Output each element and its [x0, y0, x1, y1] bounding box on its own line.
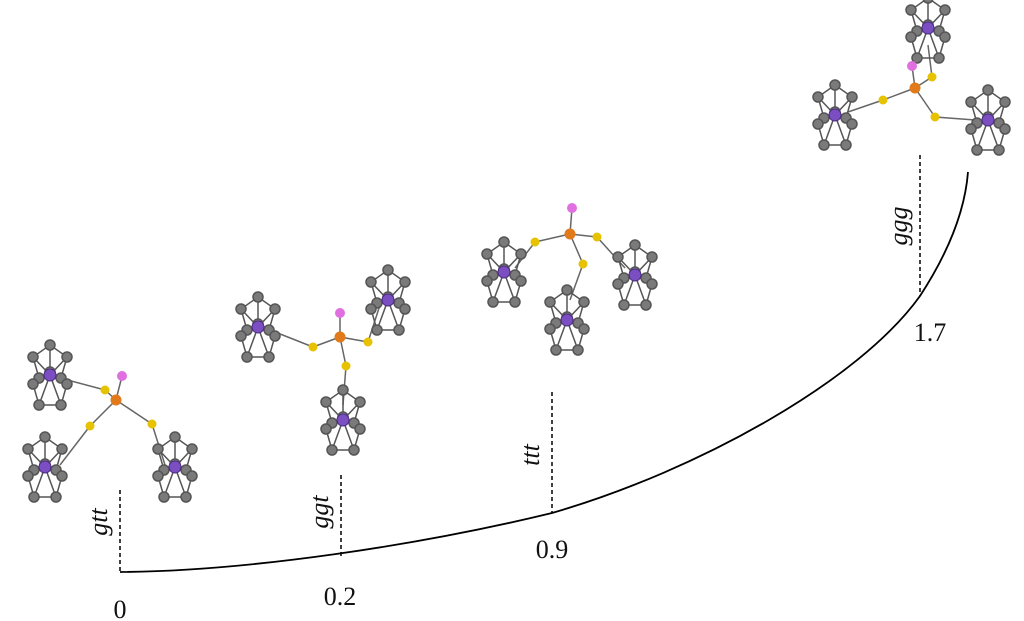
molecule-ggg [812, 0, 1011, 156]
conformer-label: gtt [84, 508, 113, 536]
conformer-label: ttt [516, 443, 545, 465]
energy-label: 0 [114, 595, 127, 621]
markers [119, 155, 921, 572]
energy-label: 0.9 [536, 535, 569, 564]
molecule-ttt [481, 203, 658, 356]
molecule-ggt [235, 264, 411, 456]
conformer-label: ggg [884, 207, 913, 246]
energy-label: 0.2 [324, 582, 357, 611]
energy-curve [119, 171, 969, 573]
molecule-gtt [22, 339, 198, 503]
energy-label: 1.7 [914, 318, 947, 347]
conformer-label: ggt [305, 495, 334, 529]
